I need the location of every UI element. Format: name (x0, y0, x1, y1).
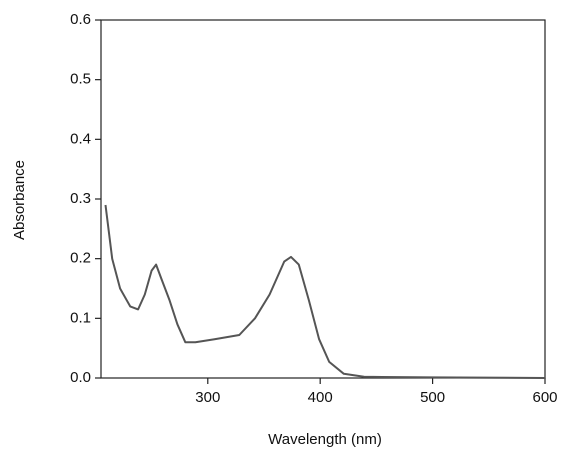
spectrum-line (104, 204, 546, 379)
x-tick-label: 400 (308, 389, 333, 406)
plot-frame (100, 19, 546, 379)
x-tick-label: 600 (532, 389, 557, 406)
x-tick-label: 300 (195, 389, 220, 406)
y-tick-label: 0.5 (70, 71, 91, 88)
y-tick-label: 0.1 (70, 309, 91, 326)
y-axis-label: Absorbance (11, 160, 28, 240)
y-tick-label: 0.6 (70, 11, 91, 28)
x-axis-label: Wavelength (nm) (268, 431, 382, 448)
y-tick-label: 0.0 (70, 369, 91, 386)
y-tick-label: 0.3 (70, 190, 91, 207)
x-tick-label: 500 (420, 389, 445, 406)
y-tick-label: 0.2 (70, 250, 91, 267)
y-tick-label: 0.4 (70, 130, 91, 147)
